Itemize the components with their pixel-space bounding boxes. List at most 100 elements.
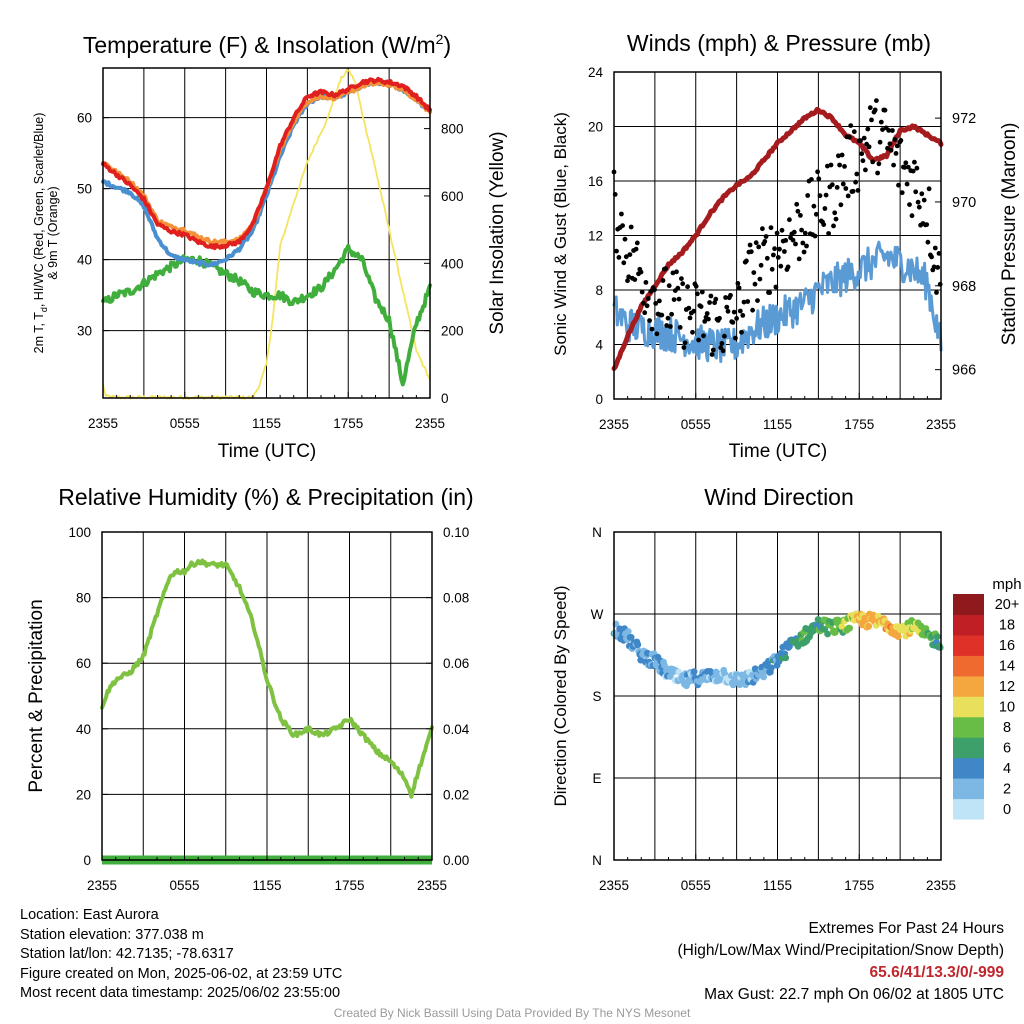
y-tick-label: 60	[77, 111, 92, 126]
x-tick-label: 1155	[252, 416, 281, 431]
x-tick-label: 2355	[926, 417, 956, 432]
gust-point	[909, 213, 915, 219]
gust-point	[680, 281, 686, 287]
x-tick-label: 0555	[681, 417, 711, 432]
gust-point	[670, 270, 676, 276]
gust-point	[772, 246, 777, 252]
gust-point	[704, 311, 710, 316]
gust-point	[840, 181, 846, 187]
gust-point	[816, 176, 822, 182]
colorbar-label: 6	[1003, 740, 1011, 756]
gust-point	[850, 188, 856, 194]
colorbar-swatch	[953, 614, 984, 636]
gust-point	[647, 318, 652, 323]
winds-ticks: 2355 0555 1155 1755 2355 0 4 8 12 16 20 24 966 968 970…	[588, 65, 976, 432]
gust-point	[872, 107, 878, 113]
gust-point	[833, 216, 839, 222]
gust-point	[793, 241, 798, 247]
gust-point	[823, 192, 829, 198]
gust-point	[773, 284, 779, 290]
gust-point	[914, 165, 920, 171]
gust-point	[614, 248, 619, 254]
y-tick-label: 972	[952, 111, 976, 127]
series-line-rh	[100, 558, 434, 799]
colorbar-label: 12	[999, 679, 1015, 695]
gust-point	[817, 193, 823, 199]
gust-point	[639, 289, 645, 295]
gust-point	[904, 181, 910, 187]
gust-point	[860, 158, 866, 164]
gust-point	[620, 223, 625, 229]
gust-point	[758, 262, 764, 268]
colorbar-swatch	[953, 634, 984, 656]
temperature-title: Temperature (F) & Insolation (W/m2)	[83, 31, 451, 58]
gust-point	[875, 170, 880, 176]
y-tick-label: 0	[83, 853, 91, 868]
direction-point	[729, 681, 737, 689]
gust-point	[931, 264, 937, 270]
gust-point	[644, 303, 650, 309]
x-tick-label: 0555	[169, 878, 199, 893]
gust-point	[845, 193, 851, 199]
gust-point	[861, 135, 867, 141]
colorbar-swatch	[953, 716, 984, 738]
speed-colorbar: 0 2 4 6 8 10 12 14 16 18 20+	[953, 594, 1019, 820]
gust-point	[828, 162, 834, 168]
gust-point	[739, 329, 744, 335]
gust-point	[734, 316, 739, 321]
gust-point	[890, 128, 895, 133]
gust-point	[783, 238, 789, 243]
colorbar-label: 16	[999, 638, 1015, 654]
gust-point	[750, 307, 755, 313]
direction-point	[627, 634, 635, 641]
y-tick-label: S	[592, 689, 601, 704]
gust-point	[638, 269, 644, 275]
gust-point	[695, 291, 700, 297]
direction-point	[786, 643, 793, 650]
gust-point	[878, 119, 884, 125]
gust-point	[657, 298, 662, 304]
y-tick-label: 12	[588, 229, 603, 244]
direction-point	[634, 641, 642, 649]
gust-point	[740, 313, 746, 318]
gust-point	[762, 239, 768, 244]
y-tick-label: 200	[441, 324, 464, 339]
gust-point	[812, 233, 818, 239]
y-tick-label: 40	[77, 253, 92, 268]
gust-point	[724, 304, 730, 310]
winds-plot	[611, 98, 944, 371]
gust-point	[886, 127, 892, 133]
gust-point	[869, 117, 874, 123]
humidity-grid	[102, 532, 432, 860]
gust-point	[794, 201, 800, 207]
gust-point	[876, 161, 882, 167]
gust-point	[800, 240, 806, 246]
svg-text:2m T, Td, HI/WC (Red, Green, S: 2m T, Td, HI/WC (Red, Green, Scarlet/Blu…	[32, 113, 49, 354]
y-tick-label: 60	[76, 656, 91, 671]
gust-point	[838, 202, 844, 208]
gust-point	[907, 202, 912, 208]
colorbar-label: 4	[1003, 761, 1011, 777]
y-tick-label: N	[592, 525, 602, 540]
gust-point	[921, 197, 927, 203]
gust-point	[741, 299, 747, 305]
gust-point	[648, 288, 654, 294]
gust-point	[645, 296, 651, 301]
gust-point	[653, 301, 659, 306]
colorbar-label: 18	[999, 618, 1015, 634]
gust-point	[882, 107, 888, 113]
direction-point	[624, 628, 632, 635]
gust-point	[668, 324, 673, 329]
gust-point	[696, 337, 701, 343]
gust-point	[771, 252, 776, 258]
temperature-xlabel: Time (UTC)	[218, 441, 317, 462]
gust-point	[669, 311, 674, 317]
max-gust: Max Gust: 22.7 mph On 06/02 at 1805 UTC	[704, 986, 1004, 1003]
gust-point	[870, 159, 876, 165]
credit-line: Created By Nick Bassill Using Data Provi…	[333, 1006, 691, 1020]
y-tick-label: 0.02	[443, 787, 469, 802]
gust-point	[929, 254, 934, 260]
gust-point	[719, 341, 725, 346]
gust-point	[866, 144, 872, 150]
colorbar-swatch	[953, 675, 984, 697]
